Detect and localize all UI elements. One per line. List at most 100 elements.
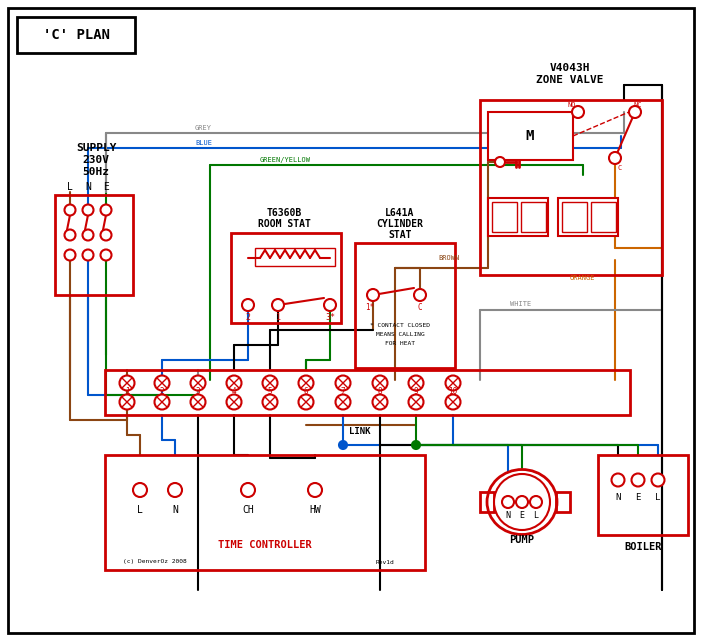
Text: 3*: 3* xyxy=(325,313,335,322)
Circle shape xyxy=(651,474,665,487)
Text: NO: NO xyxy=(568,102,576,108)
Text: L: L xyxy=(137,505,143,515)
Text: * CONTACT CLOSED: * CONTACT CLOSED xyxy=(370,322,430,328)
Circle shape xyxy=(83,204,93,215)
Text: L: L xyxy=(67,182,73,192)
Circle shape xyxy=(263,376,277,390)
Circle shape xyxy=(409,376,423,390)
Text: FOR HEAT: FOR HEAT xyxy=(385,340,415,345)
Text: LINK: LINK xyxy=(350,428,371,437)
Circle shape xyxy=(100,249,112,260)
Circle shape xyxy=(516,496,528,508)
Circle shape xyxy=(632,474,644,487)
Circle shape xyxy=(242,299,254,311)
Text: T6360B: T6360B xyxy=(266,208,302,218)
Text: Rev1d: Rev1d xyxy=(376,560,395,565)
Circle shape xyxy=(530,496,542,508)
Text: GREY: GREY xyxy=(195,125,212,131)
Circle shape xyxy=(83,229,93,240)
Circle shape xyxy=(339,441,347,449)
Text: L: L xyxy=(534,512,538,520)
Text: L: L xyxy=(655,492,661,501)
Bar xyxy=(562,202,587,232)
Text: NC: NC xyxy=(634,102,642,108)
Text: ROOM STAT: ROOM STAT xyxy=(258,219,310,229)
Circle shape xyxy=(100,229,112,240)
Circle shape xyxy=(241,483,255,497)
Circle shape xyxy=(133,483,147,497)
Circle shape xyxy=(65,204,76,215)
Text: STAT: STAT xyxy=(388,230,412,240)
Text: V4043H: V4043H xyxy=(550,63,590,73)
Text: 1: 1 xyxy=(275,313,281,322)
Text: 4: 4 xyxy=(232,388,237,397)
Circle shape xyxy=(308,483,322,497)
Bar xyxy=(556,492,570,512)
Circle shape xyxy=(168,483,182,497)
Text: N: N xyxy=(172,505,178,515)
Circle shape xyxy=(119,394,135,410)
Text: 3: 3 xyxy=(196,388,200,397)
Text: TIME CONTROLLER: TIME CONTROLLER xyxy=(218,540,312,550)
Bar xyxy=(488,112,573,160)
Text: CH: CH xyxy=(242,505,254,515)
Bar xyxy=(598,455,688,535)
Bar xyxy=(480,492,494,512)
Text: 10: 10 xyxy=(449,388,458,397)
Text: E: E xyxy=(103,182,109,192)
Circle shape xyxy=(298,376,314,390)
Circle shape xyxy=(227,394,241,410)
Circle shape xyxy=(190,376,206,390)
Text: 1: 1 xyxy=(125,388,129,397)
Text: 5: 5 xyxy=(267,388,272,397)
Bar xyxy=(55,195,133,295)
Bar xyxy=(480,100,662,275)
Text: N: N xyxy=(505,512,510,520)
Text: M: M xyxy=(526,129,534,143)
Text: C: C xyxy=(618,165,622,171)
Bar xyxy=(558,198,618,236)
Circle shape xyxy=(502,496,514,508)
Text: CYLINDER: CYLINDER xyxy=(376,219,423,229)
Bar xyxy=(355,243,455,368)
Circle shape xyxy=(373,376,388,390)
Text: 8: 8 xyxy=(378,388,383,397)
Circle shape xyxy=(83,249,93,260)
Text: 2: 2 xyxy=(159,388,164,397)
Circle shape xyxy=(572,106,584,118)
Circle shape xyxy=(154,376,169,390)
Circle shape xyxy=(409,394,423,410)
Circle shape xyxy=(65,229,76,240)
Bar xyxy=(105,370,630,415)
Text: N: N xyxy=(616,492,621,501)
Ellipse shape xyxy=(487,469,557,535)
Circle shape xyxy=(100,204,112,215)
Text: GREEN/YELLOW: GREEN/YELLOW xyxy=(260,157,311,163)
Text: 'C' PLAN: 'C' PLAN xyxy=(43,28,110,42)
Text: SUPPLY: SUPPLY xyxy=(76,143,117,153)
Text: HW: HW xyxy=(309,505,321,515)
Text: 9: 9 xyxy=(413,388,418,397)
Circle shape xyxy=(272,299,284,311)
Bar xyxy=(231,233,341,323)
Text: 1*: 1* xyxy=(365,303,375,312)
Circle shape xyxy=(298,394,314,410)
Text: 2: 2 xyxy=(246,313,251,322)
Circle shape xyxy=(611,474,625,487)
Circle shape xyxy=(446,394,461,410)
Circle shape xyxy=(154,394,169,410)
Text: BOILER: BOILER xyxy=(624,542,662,552)
Text: 7: 7 xyxy=(340,388,345,397)
Circle shape xyxy=(495,157,505,167)
Circle shape xyxy=(414,289,426,301)
Text: BROWN: BROWN xyxy=(439,255,460,261)
Bar xyxy=(488,198,548,236)
Text: 6: 6 xyxy=(304,388,308,397)
Bar xyxy=(17,17,135,53)
Circle shape xyxy=(609,152,621,164)
Text: C: C xyxy=(418,303,423,312)
Circle shape xyxy=(119,376,135,390)
Circle shape xyxy=(446,376,461,390)
Circle shape xyxy=(367,289,379,301)
Text: ZONE VALVE: ZONE VALVE xyxy=(536,75,604,85)
